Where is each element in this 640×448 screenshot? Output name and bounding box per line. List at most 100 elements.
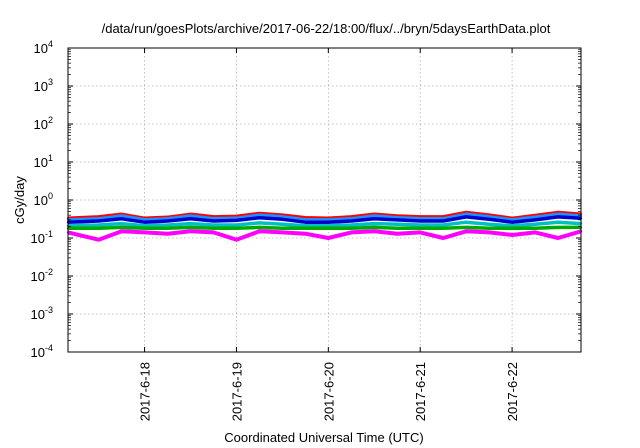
series-point: [143, 224, 146, 227]
series-point: [212, 231, 215, 234]
x-axis-label: Coordinated Universal Time (UTC): [224, 430, 423, 445]
series-point: [510, 227, 514, 230]
series-point: [487, 231, 491, 234]
series-point: [373, 214, 376, 218]
y-tick-base: 10: [34, 193, 48, 208]
series-point: [235, 219, 238, 222]
series-point: [327, 227, 330, 230]
plot-frame: [67, 47, 582, 353]
series-point: [396, 227, 399, 230]
series-point: [235, 223, 238, 227]
y-tick-exponent: 4: [48, 39, 53, 49]
series-point: [556, 236, 560, 240]
series-point: [97, 227, 100, 230]
series-point: [304, 232, 307, 235]
y-tick-label: 10-2: [31, 267, 53, 284]
x-tick-labels: 2017-6-18 2017-6-19 2017-6-20 2017-6-21 2017…: [138, 362, 521, 421]
chart-title: /data/run/goesPlots/archive/2017-06-22/1…: [102, 21, 551, 36]
series-point: [533, 216, 537, 219]
x-tick-label: 2017-6-18: [138, 362, 153, 421]
series-point: [556, 213, 560, 216]
series-point: [510, 233, 514, 237]
series-point: [97, 223, 100, 227]
series-point: [166, 219, 169, 223]
series-point: [419, 227, 422, 230]
series-point: [304, 221, 307, 224]
series-point: [212, 223, 215, 227]
series-point: [442, 236, 445, 240]
series-point: [97, 238, 100, 241]
series-point: [442, 223, 445, 227]
series-point: [464, 230, 468, 233]
series-point: [189, 214, 192, 218]
series-point: [189, 230, 192, 233]
series-point: [212, 227, 215, 230]
series-point: [258, 213, 261, 217]
series-point: [464, 215, 468, 219]
y-tick-exponent: -3: [45, 305, 53, 315]
y-tick-exponent: 3: [48, 77, 53, 87]
y-tick-exponent: -1: [45, 229, 53, 239]
y-tick-label: 10-3: [31, 305, 53, 322]
series-point: [556, 226, 560, 229]
y-axis-label: cGy/day: [12, 176, 27, 224]
y-tick-base: 10: [34, 117, 48, 132]
y-tick-base: 10: [31, 345, 45, 360]
series-point: [143, 221, 146, 224]
y-tick-base: 10: [34, 155, 48, 170]
series-point: [304, 224, 307, 227]
y-tick-base: 10: [31, 307, 45, 322]
y-tick-label: 10-4: [31, 343, 53, 360]
series-point: [373, 222, 376, 225]
series-point: [373, 226, 376, 229]
series-point: [487, 218, 491, 221]
series-point: [373, 217, 376, 220]
series-point: [487, 223, 491, 226]
series-point: [487, 227, 491, 230]
series-point: [327, 236, 330, 240]
y-tick-label: 100: [34, 191, 53, 208]
y-tick-exponent: 1: [48, 153, 53, 163]
y-tick-base: 10: [34, 79, 48, 94]
y-tick-base: 10: [31, 231, 45, 246]
series-point: [97, 219, 100, 223]
y-tick-label: 10-1: [31, 229, 53, 246]
series-point: [350, 227, 353, 230]
series-point: [350, 223, 353, 227]
series-point: [419, 223, 422, 227]
x-tick-label: 2017-6-19: [229, 362, 244, 421]
y-tick-base: 10: [34, 41, 48, 56]
series-point: [120, 230, 123, 233]
y-tick-exponent: -2: [45, 267, 53, 277]
series-point: [327, 221, 330, 224]
y-tick-label: 103: [34, 77, 53, 94]
series-point: [166, 223, 169, 227]
series-point: [419, 231, 422, 234]
series-point: [258, 221, 261, 225]
series-point: [258, 230, 261, 233]
series-point: [396, 223, 399, 226]
series-point: [120, 217, 123, 220]
series-point: [464, 226, 468, 229]
series-point: [442, 227, 445, 230]
data-series: [66, 210, 583, 242]
series-point: [304, 227, 307, 230]
series-point: [419, 219, 422, 223]
y-tick-exponent: 0: [48, 191, 53, 201]
y-tick-exponent: -4: [45, 343, 53, 353]
y-tick-base: 10: [31, 269, 45, 284]
y-tick-label: 102: [34, 115, 53, 132]
series-point: [510, 224, 514, 227]
series-point: [533, 231, 537, 234]
series-point: [442, 219, 445, 223]
x-tick-label: 2017-6-22: [505, 362, 520, 421]
series-point: [281, 223, 284, 226]
series-point: [212, 219, 215, 223]
series-point: [464, 213, 468, 216]
y-tick-label: 104: [34, 39, 53, 56]
y-tick-exponent: 2: [48, 115, 53, 125]
series-point: [166, 232, 169, 235]
series-point: [281, 215, 284, 219]
series-point: [166, 227, 169, 230]
